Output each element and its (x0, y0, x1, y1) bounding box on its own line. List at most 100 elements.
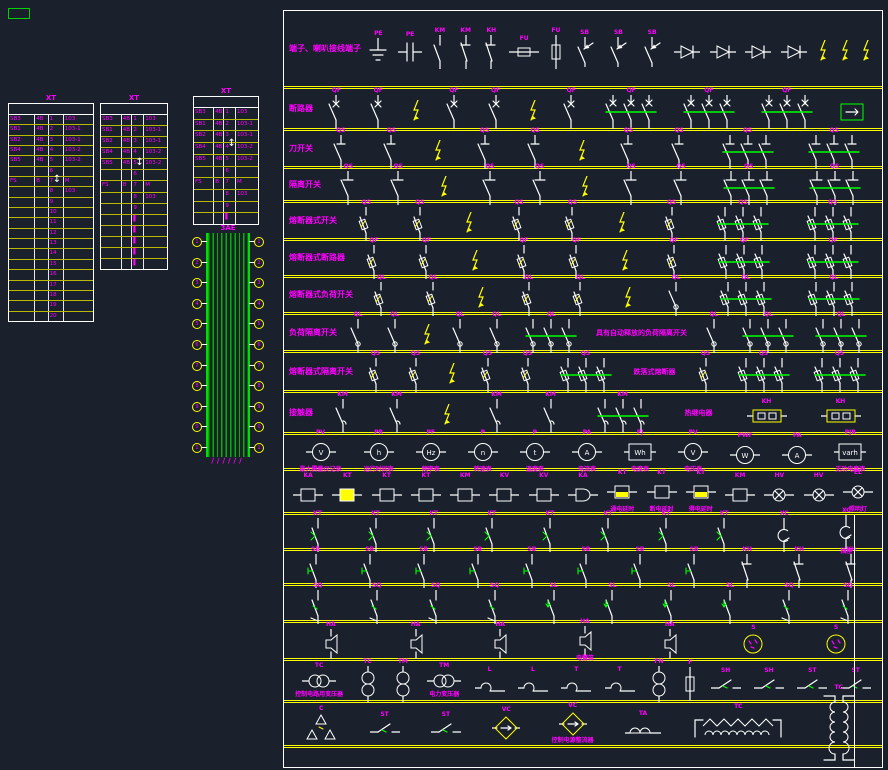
table-cell (34, 259, 47, 270)
legend-row-10: 接触器 KM KM KM KM KM 热继电器 KH KH (284, 392, 882, 435)
lightning-glyph (463, 212, 475, 236)
table-cell: 4 (131, 148, 143, 159)
lightning-glyph (622, 286, 634, 311)
legend-row-label: 熔断器式隔离开关 (289, 366, 353, 376)
contact_nc-glyph (739, 553, 755, 588)
table-cell (34, 228, 47, 239)
table-cell (194, 167, 213, 178)
table-cell: 103 (234, 108, 258, 119)
tap-stem (249, 261, 255, 263)
legend-row-symbols: KM KM KM KM KM 热继电器 KH KH (316, 392, 877, 433)
table-row: SB2 4B 3 103-1 (101, 137, 167, 149)
table-row: 9 (101, 203, 167, 215)
device-tag: QS (343, 163, 354, 170)
symbol-diode (673, 36, 700, 61)
table-cell: SB4 (195, 144, 206, 151)
table-cell (9, 208, 34, 217)
cable-tap-right: 4 (254, 298, 264, 309)
table-row: 19 (9, 301, 93, 312)
symbol-level: SL (544, 582, 563, 624)
device-tag: KM (391, 391, 402, 398)
dimension-arrow: ↕ (135, 157, 144, 169)
symbol-lightning (527, 93, 539, 124)
table-cell: SB1 (195, 120, 206, 127)
device-tag: KT (617, 468, 627, 476)
symbol-pole3_fusesw: QS (805, 200, 861, 241)
symbol-meter_box: PJ Wh 电度表 (624, 429, 657, 474)
table-cell (9, 218, 34, 227)
pole3_fusesw-glyph (805, 244, 861, 279)
lamp-glyph (842, 477, 873, 507)
trans2c-glyph (302, 670, 337, 692)
limit-glyph (309, 589, 327, 624)
terminal-table-title: XT (220, 87, 232, 95)
tap-stem (201, 344, 207, 345)
table-cell: B (120, 181, 132, 192)
cable-tap-right: 1 (254, 237, 264, 247)
device-tag: QL (428, 273, 438, 281)
table-cell: 103-2 (234, 154, 258, 166)
device-tag: QS (410, 350, 421, 357)
table-cell: SB3 (195, 109, 206, 115)
symbol-delay: KT (715, 511, 733, 552)
tap-stem (201, 302, 207, 304)
level-glyph (662, 589, 680, 624)
coil-glyph (293, 480, 324, 510)
table-cell (34, 311, 47, 321)
device-tag: KM (491, 391, 502, 398)
symbol-contact_nc: KM (458, 28, 474, 69)
table-cell: 3 (131, 137, 143, 148)
symbol-thermal: KH (820, 399, 861, 426)
device-tag: HA (495, 621, 506, 628)
table-row: 14 (9, 249, 93, 260)
device-tag: QF (626, 87, 636, 94)
thermal-glyph (820, 406, 861, 426)
cable-tap-left: 1 (192, 237, 202, 247)
device-tag: XC (779, 510, 789, 517)
device-tag: TC (834, 683, 843, 691)
table-cell: SB2 (102, 138, 113, 145)
legend-row-label: 负荷隔离开关 (289, 327, 337, 337)
fusesw-glyph (406, 358, 426, 392)
table-cell (101, 237, 121, 247)
table-row: 10 (9, 208, 93, 219)
cable-tap-right: 1 (254, 443, 264, 453)
device-tag: QF (571, 236, 582, 244)
table-cell (34, 166, 47, 177)
legend-row-14: SB SB SB SB SB SB SB SB KH KH KH (284, 546, 882, 588)
symbol-meter: PR h 运行时间表 (363, 429, 394, 474)
table-cell: 1 (223, 108, 235, 119)
table-cell: 7 (223, 178, 235, 189)
legend-row-3: 刀开关 QS QS QS QS QS QS QS QS (284, 128, 882, 169)
symbol-lightning (622, 280, 634, 311)
tap-stem (249, 302, 255, 304)
symbol-coil: KT 断电延时 (646, 469, 677, 514)
fuse_v-glyph (683, 667, 697, 701)
table-cell (120, 214, 132, 225)
tap-stem (249, 385, 255, 387)
symbol-pole3_fusesw: QF (805, 237, 861, 279)
cable-title: 3AE (220, 224, 236, 232)
pole3_fusesw-glyph (558, 358, 614, 392)
tap-stem (201, 447, 207, 448)
knife-glyph (381, 135, 401, 169)
device-tag: SQ (313, 581, 323, 589)
arrester-glyph (558, 710, 587, 738)
table-cell (34, 208, 47, 218)
device-tag: SB (419, 545, 429, 553)
table-row: SB5 4B 5 103-2 (9, 156, 93, 167)
table-cell: ▌ (131, 247, 143, 259)
device-tag: KT (487, 510, 497, 517)
table-cell (62, 239, 93, 249)
symbol-lamp: HV (764, 473, 795, 510)
symbol-coil: KV (528, 473, 559, 510)
legend-row-symbols: QL QL QL QL QL 具有自动释放的负荷隔离开关 QL QL QL (340, 312, 877, 353)
table-row: SB3 4B 1 103 (194, 108, 258, 120)
symbol-caption: 控制电源整流器 (551, 737, 594, 744)
symbol-tri: C (304, 705, 338, 743)
greenbox-glyph (837, 100, 867, 124)
table-cell: 8 (47, 187, 63, 197)
symbol-lightning (469, 243, 481, 274)
